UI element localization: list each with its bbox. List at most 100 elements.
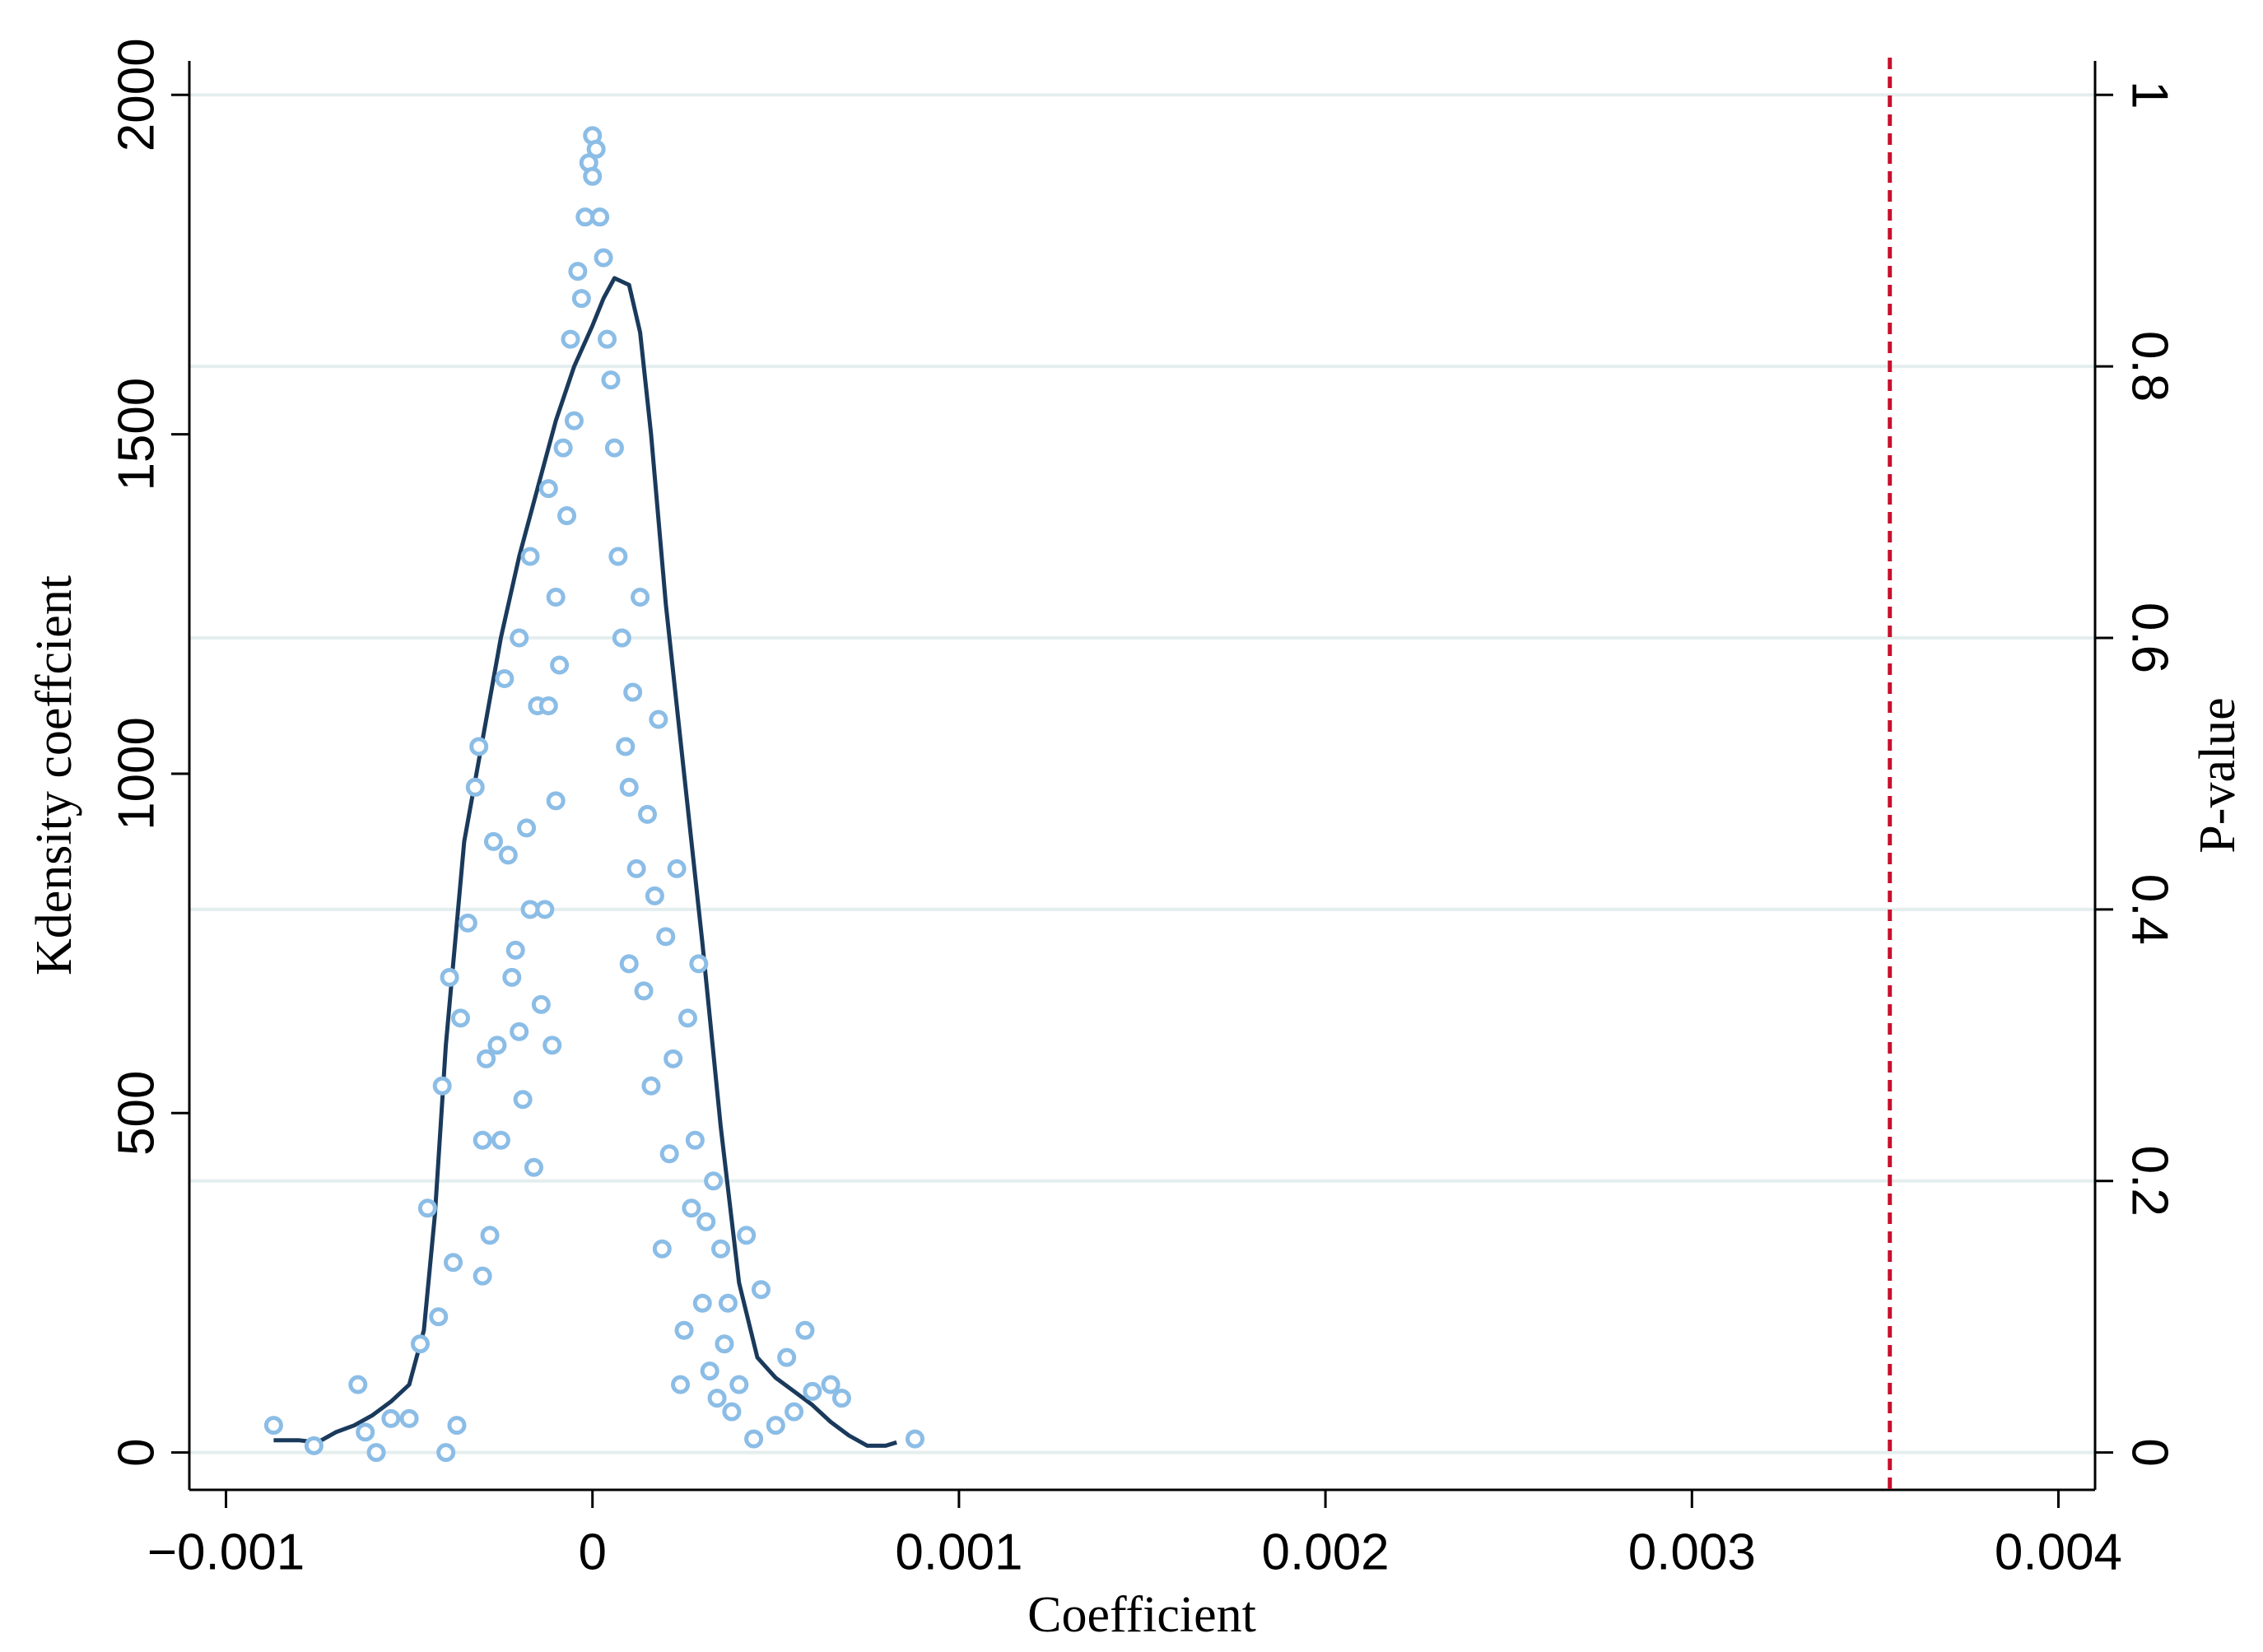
scatter-point — [704, 1171, 724, 1191]
y-tick-label: 500 — [108, 1071, 165, 1156]
scatter-point — [546, 588, 566, 607]
y2-tick-label: 0.8 — [2121, 331, 2178, 402]
scatter-point — [505, 940, 525, 960]
scatter-point — [905, 1429, 924, 1449]
scatter-point — [450, 1008, 470, 1028]
scatter-point — [436, 1443, 456, 1463]
scatter-point — [671, 1375, 691, 1394]
x-tick-label: 0.002 — [1262, 1524, 1390, 1580]
scatter-point — [637, 804, 657, 824]
scatter-point — [821, 1375, 840, 1394]
scatter-point — [777, 1347, 797, 1367]
scatter-point — [803, 1381, 822, 1401]
scatter-point — [795, 1320, 815, 1340]
scatter-point — [498, 845, 518, 865]
scatter-point — [429, 1307, 449, 1327]
scatter-point — [546, 791, 566, 811]
scatter-point — [645, 886, 664, 905]
scatter-point — [440, 967, 459, 987]
scatter-point — [480, 1226, 500, 1245]
scatter-point — [381, 1408, 401, 1428]
scatter-point — [477, 1049, 496, 1068]
scatter-point — [700, 1361, 719, 1381]
scatter-point — [458, 913, 477, 933]
scatter-point — [263, 1416, 283, 1436]
scatter-point — [766, 1416, 785, 1436]
scatter-point — [510, 628, 529, 648]
y-tick-label: 1000 — [108, 717, 165, 831]
scatter-point — [469, 737, 489, 756]
scatter-point — [692, 1293, 712, 1313]
scatter-point — [604, 438, 624, 458]
scatter-point — [667, 859, 687, 878]
y-tick-label: 0 — [108, 1438, 165, 1466]
scatter-point — [664, 1049, 683, 1068]
y-tick-label: 2000 — [108, 38, 165, 151]
scatter-point — [744, 1429, 764, 1449]
scatter-point — [473, 1130, 492, 1150]
scatter-point — [517, 818, 537, 838]
scatter-point — [410, 1334, 430, 1354]
scatter-point — [631, 588, 650, 607]
scatter-point — [495, 668, 515, 688]
scatter-point — [590, 207, 610, 227]
scatter-point — [649, 710, 668, 729]
scatter-point — [399, 1408, 419, 1428]
scatter-point — [601, 370, 621, 390]
scatter-point — [538, 696, 558, 715]
scatter-point — [711, 1239, 731, 1259]
scatter-point — [715, 1334, 734, 1354]
scatter-point — [568, 262, 588, 282]
scatter-point — [465, 777, 485, 797]
y2-tick-label: 0.6 — [2121, 603, 2178, 673]
y2-tick-label: 0 — [2121, 1438, 2178, 1466]
scatter-point — [785, 1402, 804, 1422]
scatter-point — [641, 1076, 661, 1096]
scatter-point — [348, 1375, 368, 1394]
scatter-point — [583, 166, 603, 186]
scatter-point — [598, 329, 617, 349]
scatter-point — [718, 1293, 738, 1313]
scatter-point — [674, 1320, 694, 1340]
scatter-point — [417, 1198, 437, 1218]
scatter-point — [831, 1389, 851, 1408]
scatter-point — [542, 1035, 562, 1055]
y2-axis-title: P-value — [2190, 697, 2246, 853]
scatter-point — [447, 1416, 467, 1436]
scatter-point — [634, 981, 654, 1001]
scatter-point — [722, 1402, 742, 1422]
scatter-point — [513, 1090, 533, 1110]
y2-tick-label: 0.4 — [2121, 874, 2178, 945]
scatter-point — [652, 1239, 672, 1259]
density-line — [273, 276, 897, 1448]
scatter-point — [502, 967, 522, 987]
scatter-point — [608, 547, 628, 566]
scatter-point — [689, 954, 709, 974]
x-tick-label: 0.004 — [1995, 1524, 2122, 1580]
scatter-point — [586, 139, 606, 159]
scatter-point — [538, 479, 558, 499]
scatter-point — [553, 438, 573, 458]
scatter-point — [616, 737, 636, 756]
scatter-point — [729, 1375, 749, 1394]
x-tick-label: 0.003 — [1628, 1524, 1756, 1580]
scatter-point — [487, 1035, 507, 1055]
scatter-point — [619, 777, 639, 797]
scatter-point — [510, 1021, 529, 1041]
scatter-point — [682, 1198, 701, 1218]
scatter-point — [366, 1443, 386, 1463]
scatter-point — [564, 411, 584, 430]
x-tick-label: 0.001 — [895, 1524, 1022, 1580]
scatter-point — [737, 1226, 757, 1245]
scatter-point — [444, 1253, 463, 1273]
y-axis-title: Kdensity coeffcient — [26, 575, 82, 975]
scatter-point — [575, 207, 595, 227]
scatter-point — [696, 1212, 716, 1231]
y-tick-label: 1500 — [108, 378, 165, 491]
x-axis-title: Coefficient — [1027, 1587, 1256, 1643]
y2-tick-label: 1 — [2121, 81, 2178, 109]
scatter-point — [612, 628, 631, 648]
scatter-point — [619, 954, 639, 974]
